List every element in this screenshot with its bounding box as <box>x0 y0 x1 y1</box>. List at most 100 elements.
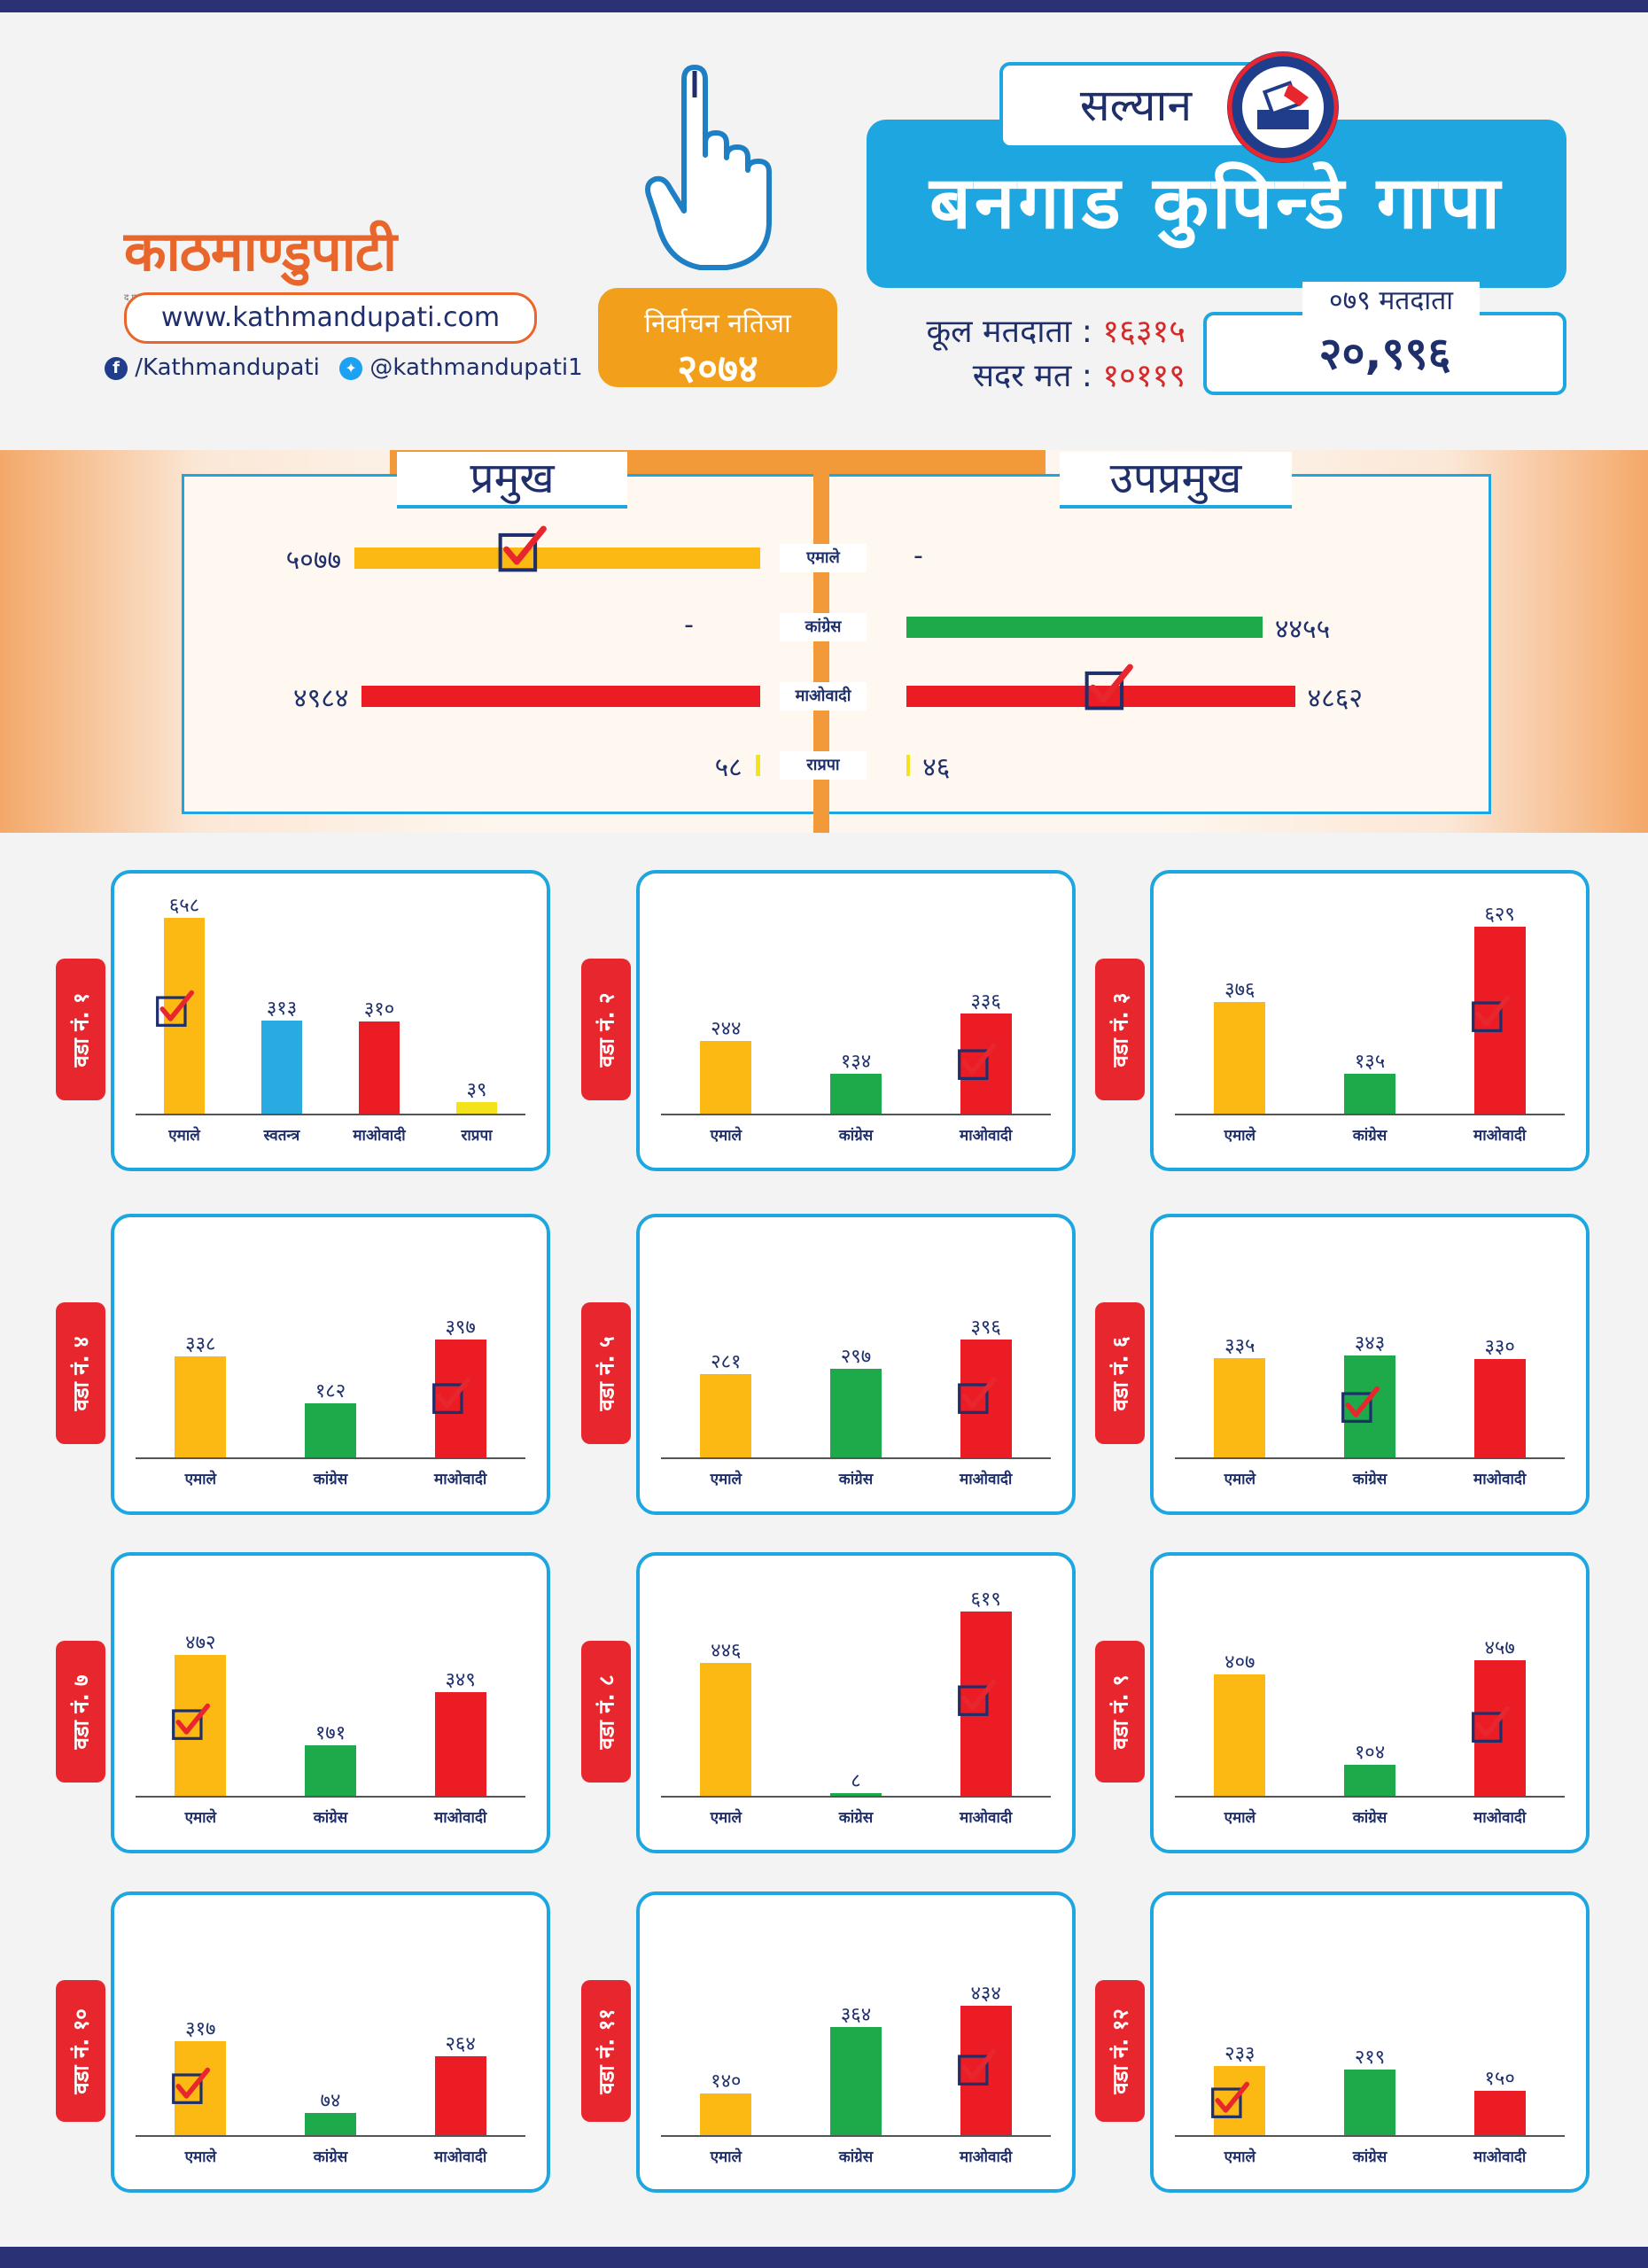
summary-party-label: माओवादी <box>780 682 867 711</box>
ward-bar-value: ३९ <box>466 1078 487 1101</box>
ward-category-label: कांग्रेस <box>313 1809 348 1827</box>
summary-party-label: एमाले <box>780 544 867 572</box>
deputy-bar <box>906 617 1263 638</box>
ward-bar <box>1344 2070 1395 2135</box>
ward-category-label: माओवादी <box>960 2148 1013 2166</box>
ward-category-label: एमाले <box>184 1471 217 1488</box>
ward-axis-baseline <box>1175 2135 1565 2137</box>
ward-category-label: कांग्रेस <box>313 1471 348 1488</box>
ward-bar <box>434 2056 486 2135</box>
ward-category-label: एमाले <box>710 1127 742 1145</box>
facebook-handle[interactable]: /Kathmandupati <box>135 354 320 381</box>
ward-category-label: माओवादी <box>434 1471 487 1488</box>
ward-bar-value: ३६४ <box>840 2003 872 2026</box>
ward-bar <box>305 2113 356 2135</box>
ward-axis-baseline <box>661 1457 1051 1459</box>
ward-category-label: माओवादी <box>1473 1471 1527 1488</box>
ward-bar-value: ३३६ <box>970 990 1001 1014</box>
ward-bar <box>1344 1765 1395 1796</box>
ward-label-tab: वडा नं. ९ <box>1095 1641 1145 1783</box>
election-result-tag: निर्वाचन नतिजा २०७४ <box>598 288 837 392</box>
ward-bar <box>700 2093 752 2135</box>
ballot-box-icon <box>1227 51 1339 163</box>
ward-bar-value: १७१ <box>315 1721 346 1744</box>
ward-category-label: कांग्रेस <box>1352 1809 1388 1827</box>
deputy-title: उपप्रमुख <box>1060 452 1292 509</box>
deputy-value: ४८६२ <box>1307 683 1363 714</box>
chief-bar <box>755 755 760 776</box>
ward-category-label: माओवादी <box>1473 2148 1527 2166</box>
ward-bar-value: २६४ <box>445 2033 476 2056</box>
ward-bar <box>1473 2090 1526 2135</box>
ward-bar-value: १३५ <box>1354 1050 1386 1073</box>
ward-label-tab: वडा नं. ५ <box>581 1302 631 1444</box>
voting-finger-icon <box>645 65 772 270</box>
ward-bar-value: १३४ <box>840 1051 872 1073</box>
ward-category-label: माओवादी <box>434 1809 487 1827</box>
website-link[interactable]: www.kathmandupati.com <box>124 292 537 344</box>
ward-bar <box>1344 1073 1395 1114</box>
ward-winner-check <box>1471 995 1510 1032</box>
ward-label: वडा नं. ४ <box>68 1336 94 1411</box>
ward-bar <box>456 1101 497 1114</box>
ward-bar <box>1214 1674 1266 1796</box>
ward-label: वडा नं. ११ <box>594 2008 619 2094</box>
voters-079-label: ०७९ मतदाता <box>1302 282 1480 321</box>
ward-winner-check <box>957 2048 996 2085</box>
ward-winner-check <box>156 990 195 1028</box>
ward-bar <box>434 1691 486 1796</box>
summary-party-label: कांग्रेस <box>780 613 867 641</box>
deputy-value: - <box>913 540 923 571</box>
ward-bar-value: २८१ <box>711 1350 742 1373</box>
result-tag-line1: निर्वाचन नतिजा <box>644 308 791 339</box>
deputy-value: ४४५५ <box>1274 614 1331 645</box>
ward-category-label: राप्रपा <box>461 1127 493 1145</box>
ward-category-label: कांग्रेस <box>838 1471 874 1488</box>
ward-bar-value: १४० <box>711 2070 742 2093</box>
ward-category-label: एमाले <box>710 1809 742 1827</box>
chief-bar <box>361 686 760 707</box>
ward-bar <box>830 1369 882 1457</box>
voters-079-value: २०,९९६ <box>1203 312 1566 395</box>
ward-category-label: एमाले <box>1224 1127 1256 1145</box>
total-voters-row: कूल मतदाता : १६३१५ <box>858 310 1185 354</box>
ward-category-label: एमाले <box>710 2148 742 2166</box>
ward-category-label: एमाले <box>710 1471 742 1488</box>
ward-bar-value: ३४९ <box>445 1668 476 1691</box>
ward-bar-value: ३४३ <box>1354 1332 1386 1355</box>
ward-bar-value: १०४ <box>1354 1742 1386 1765</box>
ward-bar-value: ४३४ <box>970 1983 1001 2006</box>
ward-bar <box>830 2026 882 2135</box>
ward-bar-value: २३३ <box>1224 2042 1255 2065</box>
ward-label: वडा नं. ८ <box>594 1674 619 1750</box>
ward-bar-value: ८ <box>851 1770 861 1792</box>
deputy-winner-check <box>1084 664 1133 711</box>
twitter-handle[interactable]: @kathmandupati1 <box>369 354 583 381</box>
ward-category-label: माओवादी <box>1473 1127 1527 1145</box>
ward-label-tab: वडा नं. ८ <box>581 1641 631 1783</box>
ward-bar <box>700 1041 752 1114</box>
ward-category-label: कांग्रेस <box>838 1809 874 1827</box>
summary-party-label: राप्रपा <box>780 751 867 780</box>
district-name: सल्यान <box>999 62 1272 149</box>
ward-category-label: एमाले <box>1224 1809 1256 1827</box>
ward-category-label: माओवादी <box>353 1127 406 1145</box>
ward-bar <box>175 1356 227 1457</box>
ward-winner-check <box>1471 1705 1510 1743</box>
ward-axis-baseline <box>136 2135 525 2137</box>
ward-label: वडा नं. २ <box>594 992 619 1068</box>
ward-axis-baseline <box>661 1114 1051 1115</box>
ward-bar-value: ३१० <box>363 998 395 1021</box>
ward-label: वडा नं. ६ <box>1108 1336 1133 1411</box>
ward-bar-value: ४५७ <box>1484 1636 1515 1659</box>
ward-axis-baseline <box>136 1457 525 1459</box>
ward-category-label: माओवादी <box>1473 1809 1527 1827</box>
ward-label-tab: वडा नं. १२ <box>1095 1980 1145 2122</box>
valid-votes-row: सदर मत : १०११९ <box>858 354 1185 399</box>
chief-value: ५८ <box>714 752 742 783</box>
ward-winner-check <box>1211 2081 1250 2118</box>
ward-label: वडा नं. १ <box>68 992 94 1068</box>
ward-bar <box>359 1021 400 1114</box>
ward-category-label: माओवादी <box>960 1809 1013 1827</box>
top-bar <box>0 0 1648 12</box>
